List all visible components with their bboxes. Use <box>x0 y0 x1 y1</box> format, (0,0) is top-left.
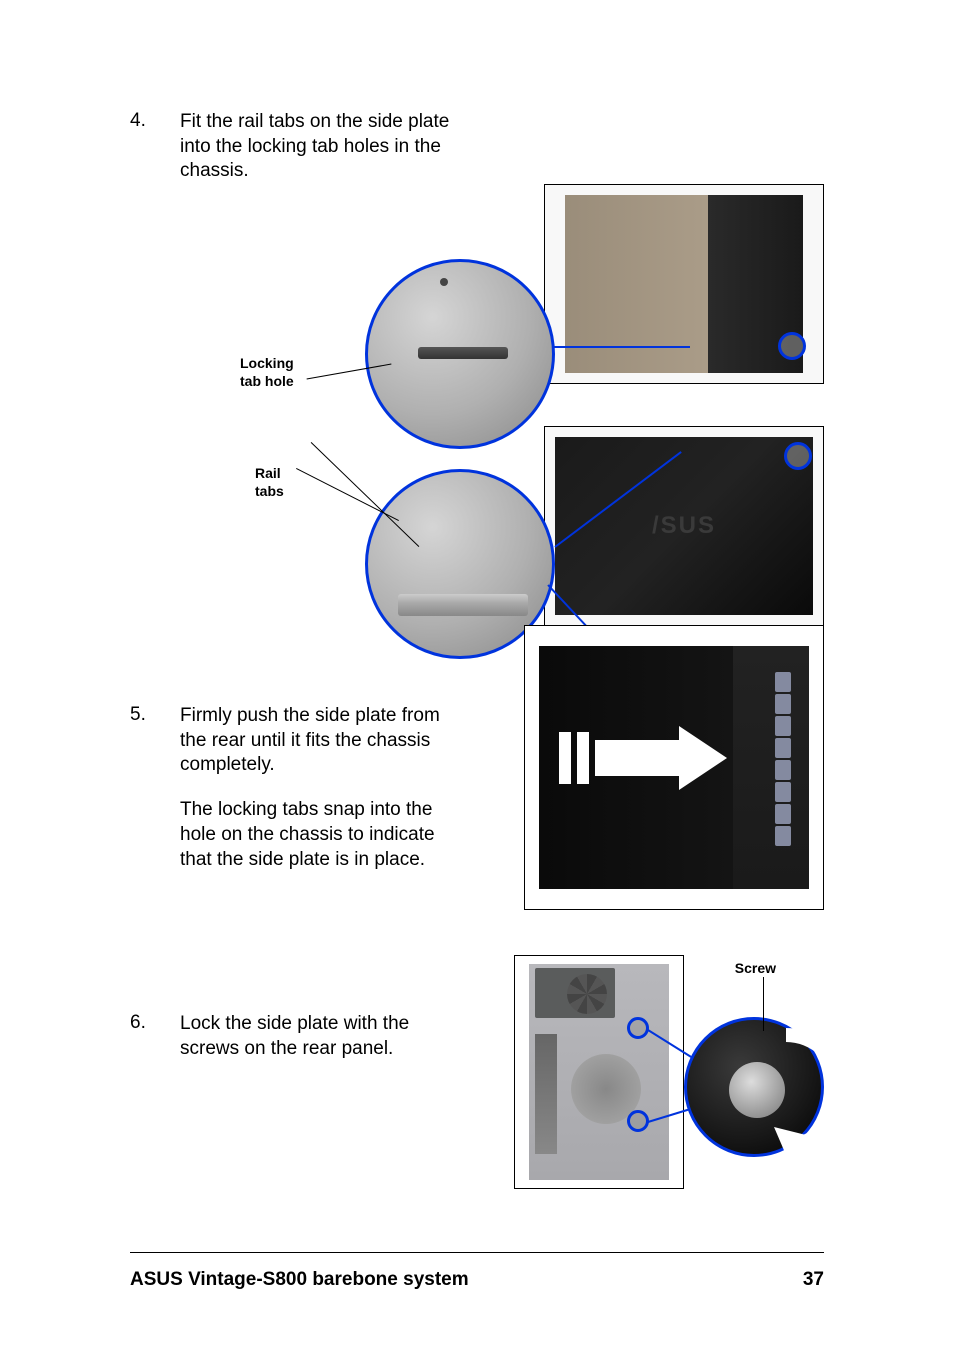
side-target-circle <box>784 442 812 470</box>
step-4-text: Fit the rail tabs on the side plate into… <box>180 110 470 184</box>
step-5-number: 5. <box>130 704 180 872</box>
locking-tab-hole-zoom <box>365 259 555 449</box>
label-screw: Screw <box>735 959 776 977</box>
footer-title: ASUS Vintage-S800 barebone system <box>130 1269 469 1291</box>
asus-logo-text: /SUS <box>652 512 716 540</box>
step-4-number: 4. <box>130 110 180 664</box>
step-6-number: 6. <box>130 1012 180 1061</box>
step-5-text-1: Firmly push the side plate from the rear… <box>180 704 470 778</box>
step-4-body: Fit the rail tabs on the side plate into… <box>180 110 824 664</box>
label-rail-tabs: Rail tabs <box>255 464 284 500</box>
page-footer: ASUS Vintage-S800 barebone system 37 <box>130 1252 824 1291</box>
step-6-text: Lock the side plate with the screws on t… <box>180 1012 440 1061</box>
push-arrow-icon <box>559 726 729 790</box>
step-4: 4. Fit the rail tabs on the side plate i… <box>130 110 824 664</box>
screw-target-top <box>627 1017 649 1039</box>
screw-target-bottom <box>627 1110 649 1132</box>
figure-4: /SUS Locking <box>180 184 824 664</box>
leader-line-1 <box>552 346 690 348</box>
locking-target-circle <box>778 332 806 360</box>
footer-page-number: 37 <box>803 1269 824 1291</box>
figure-5 <box>524 625 824 910</box>
side-panel-photo: /SUS <box>544 426 824 626</box>
rear-panel-photo <box>514 955 684 1189</box>
label-locking-tab-hole: Locking tab hole <box>240 354 294 390</box>
label-line-screw <box>763 977 764 1031</box>
step-5-text-2: The locking tabs snap into the hole on t… <box>180 798 470 872</box>
figure-6: Screw <box>514 955 824 1199</box>
rotate-arrow-icon <box>756 1027 826 1157</box>
